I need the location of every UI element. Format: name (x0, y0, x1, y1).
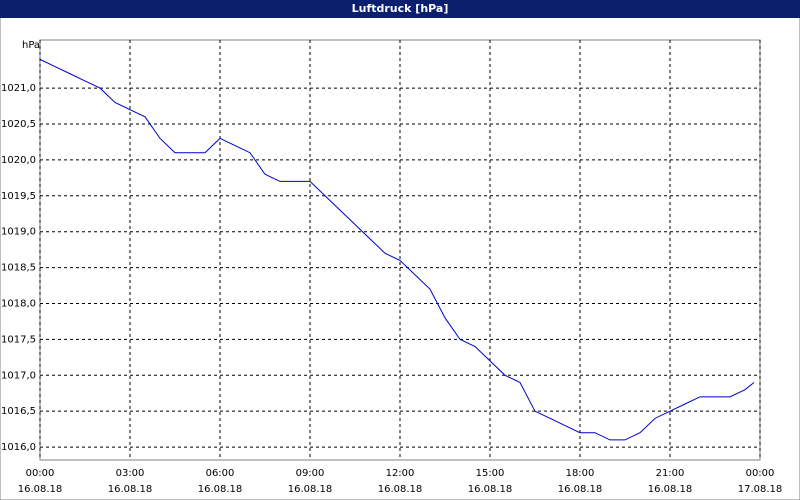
chart-title: Luftdruck [hPa] (352, 2, 449, 15)
x-tick-label: 06:00 (206, 468, 235, 479)
x-tick-label: 16.08.18 (198, 484, 243, 495)
x-tick-label: 12:00 (386, 468, 415, 479)
y-tick-label: 1021,0 (1, 83, 36, 94)
y-tick-label: 1020,0 (1, 155, 36, 166)
y-tick-label: 1020,5 (1, 119, 36, 130)
x-tick-label: 16.08.18 (468, 484, 513, 495)
y-tick-label: 1016,5 (1, 406, 36, 417)
title-bar (0, 0, 800, 18)
x-tick-label: 00:00 (26, 468, 55, 479)
y-tick-label: 1018,0 (1, 298, 36, 309)
x-tick-label: 03:00 (116, 468, 145, 479)
x-tick-label: 16.08.18 (378, 484, 423, 495)
x-tick-label: 18:00 (566, 468, 595, 479)
x-tick-label: 16.08.18 (648, 484, 693, 495)
x-tick-label: 16.08.18 (18, 484, 63, 495)
x-tick-label: 16.08.18 (288, 484, 333, 495)
x-tick-label: 00:00 (746, 468, 775, 479)
x-tick-label: 21:00 (656, 468, 685, 479)
y-tick-label: 1017,0 (1, 370, 36, 381)
x-tick-label: 15:00 (476, 468, 505, 479)
y-tick-label: 1018,5 (1, 263, 36, 274)
data-line (39, 58, 755, 441)
y-tick-label: 1017,5 (1, 334, 36, 345)
y-tick-label: 1019,0 (1, 227, 36, 238)
y-tick-label: 1016,0 (1, 442, 36, 453)
x-tick-label: 17.08.18 (738, 484, 783, 495)
x-tick-label: 16.08.18 (558, 484, 603, 495)
y-axis-label: hPa (22, 40, 40, 51)
x-tick-label: 09:00 (296, 468, 325, 479)
x-tick-label: 16.08.18 (108, 484, 153, 495)
y-tick-label: 1019,5 (1, 191, 36, 202)
